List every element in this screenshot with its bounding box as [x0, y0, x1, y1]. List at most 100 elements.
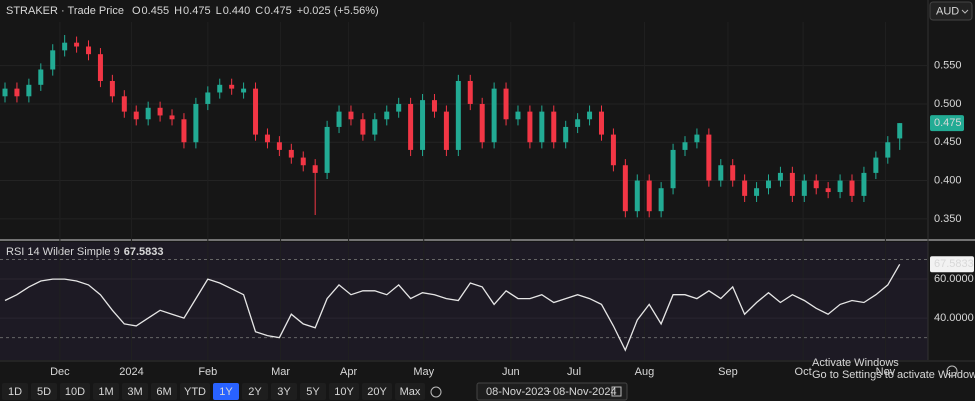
candle-body: [241, 88, 247, 93]
range-label[interactable]: 3Y: [277, 386, 291, 398]
y-tick-label: 60.0000: [934, 273, 974, 285]
candle-body: [253, 88, 259, 135]
range-button[interactable]: [122, 383, 148, 400]
range-label[interactable]: 1M: [98, 386, 113, 398]
candle-body: [312, 165, 318, 173]
range-label[interactable]: 5Y: [306, 386, 320, 398]
currency-select[interactable]: [929, 1, 973, 21]
candle-body: [97, 54, 103, 81]
candle-body: [706, 134, 712, 181]
candle-body: [86, 46, 92, 55]
candle-body: [539, 111, 545, 143]
range-button[interactable]: [329, 383, 359, 400]
range-button[interactable]: [242, 383, 268, 400]
candle-body: [133, 111, 139, 120]
range-label[interactable]: 10D: [65, 386, 85, 398]
date-range[interactable]: [476, 382, 628, 401]
range-label[interactable]: YTD: [184, 386, 206, 398]
change: +0.025 (+5.56%): [297, 5, 379, 17]
candle-body: [169, 115, 175, 120]
candle-body: [396, 103, 402, 112]
candle-body: [551, 111, 557, 143]
x-tick-label: 2024: [119, 366, 143, 378]
settings-icon[interactable]: [430, 386, 442, 398]
candle-body: [646, 180, 652, 212]
candle-body: [777, 172, 783, 181]
candle-body: [837, 180, 843, 193]
range-button[interactable]: [31, 383, 57, 400]
date-from: 08-Nov-2023: [486, 386, 550, 398]
candle-body: [109, 80, 115, 97]
candle-body: [634, 180, 640, 212]
currency: AUD: [936, 5, 959, 17]
x-tick-label: Jun: [502, 366, 520, 378]
range-label[interactable]: 6M: [156, 386, 171, 398]
candle-body: [479, 103, 485, 143]
y-tick-label: 0.400: [934, 174, 962, 186]
candle-body: [217, 84, 223, 93]
dropdown-icon: [961, 9, 969, 14]
candle-body: [2, 88, 8, 97]
range-button[interactable]: [93, 383, 119, 400]
candle-body: [587, 111, 593, 120]
range-button[interactable]: [362, 383, 392, 400]
candle-body: [455, 80, 461, 150]
candle-body: [205, 92, 211, 104]
toolbar: 1D 5D 10D 1M 3M 6M YTD 1Y 2Y 3Y 5Y 10Y 20Y Max 08-Nov-…: [2, 357, 975, 401]
range-button[interactable]: [213, 383, 239, 400]
candle-body: [145, 107, 151, 120]
range-label[interactable]: Max: [400, 386, 421, 398]
range-label[interactable]: 10Y: [334, 386, 354, 398]
candle-body: [181, 119, 187, 143]
last-value-label: 67.5833: [934, 258, 974, 270]
x-tick-label: Dec: [50, 366, 70, 378]
range-label[interactable]: 1D: [8, 386, 22, 398]
y-tick-label: 40.0000: [934, 312, 974, 324]
range-button[interactable]: [2, 383, 28, 400]
candle-body: [336, 111, 342, 127]
candle-body: [26, 84, 32, 97]
ohlc-key: L: [216, 5, 222, 17]
y-tick-label: 0.550: [934, 60, 962, 72]
range-button[interactable]: [395, 383, 425, 400]
y-tick-label: 0.450: [934, 136, 962, 148]
candle-body: [694, 134, 700, 143]
candle-body: [527, 111, 533, 143]
ohlc-key: H: [174, 5, 182, 17]
candle-body: [670, 149, 676, 189]
range-button[interactable]: [151, 383, 177, 400]
candle-body: [861, 172, 867, 196]
candle-body: [38, 69, 44, 85]
candle-body: [897, 123, 903, 139]
candle-body: [14, 88, 20, 97]
rsi-value: 67.5833: [124, 246, 164, 258]
candle-body: [384, 111, 390, 120]
y-tick-label: 0.500: [934, 98, 962, 110]
candle-body: [515, 111, 521, 120]
range-button[interactable]: [300, 383, 326, 400]
candle-body: [766, 180, 772, 189]
candle-body: [718, 165, 724, 181]
range-label[interactable]: 3M: [127, 386, 142, 398]
range-button[interactable]: [271, 383, 297, 400]
candle-body: [503, 88, 509, 120]
ohlc-value: 0.475: [264, 5, 292, 17]
x-tick-label: Jul: [567, 366, 581, 378]
candle-body: [575, 119, 581, 127]
rsi-background: [0, 242, 928, 360]
range-label[interactable]: 5D: [37, 386, 51, 398]
range-label[interactable]: 1Y: [219, 386, 233, 398]
range-button[interactable]: [180, 383, 210, 400]
candle-body: [431, 100, 437, 112]
calendar-icon: [611, 386, 622, 397]
candle-body: [50, 50, 56, 70]
x-tick-label: May: [413, 366, 434, 378]
settings-icon[interactable]: [946, 365, 958, 377]
last-price-tag: [930, 115, 964, 132]
candle-body: [121, 96, 127, 112]
range-label[interactable]: 20Y: [367, 386, 387, 398]
range-button[interactable]: [60, 383, 90, 400]
candle-body: [885, 142, 891, 158]
range-label[interactable]: 2Y: [248, 386, 262, 398]
